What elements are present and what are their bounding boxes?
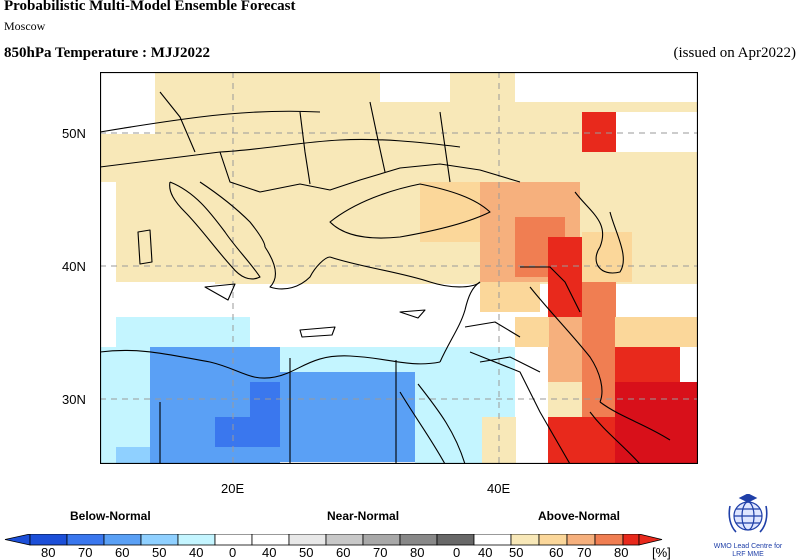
tick-units: [%] [652,545,671,560]
colorbar-arrow-left [4,534,31,546]
prob-cell [415,417,482,464]
tick-zero-2: 0 [453,545,461,560]
tick-above-70: 70 [577,545,592,560]
prob-cell [548,237,582,267]
tick-above-60: 60 [549,545,564,560]
colorbar-cell [29,534,68,546]
lon-label-20e: 20E [221,481,245,496]
variable-period-label: 850hPa Temperature : MJJ2022 [4,45,210,61]
wmo-caption-line2: LRF MME [732,551,764,558]
colorbar-cell [566,534,596,546]
issued-date-label: (issued on Apr2022) [673,45,797,61]
prob-cell [250,317,450,347]
tick-near-70: 70 [373,545,388,560]
legend-below-normal: Below-Normal [70,509,151,523]
lon-label-40e: 40E [487,481,511,496]
prob-cell [582,112,616,152]
tick-below-40: 40 [189,545,204,560]
colorbar-cell [66,534,105,546]
prob-cell [215,417,280,447]
lat-label-50n: 50N [62,126,86,141]
colorbar-cell [622,534,640,546]
prob-cell [615,317,698,347]
wmo-emblem-icon [728,494,768,533]
prob-cell [116,447,150,464]
prob-cell [548,417,615,464]
legend-near-normal: Near-Normal [327,509,400,523]
colorbar-cell [510,534,540,546]
colorbar-cell [325,534,364,546]
prob-cell [582,232,632,282]
map-frame [100,72,698,464]
colorbar-cell [538,534,568,546]
wmo-caption-line1: WMO Lead Centre for [713,543,783,550]
prob-cell [480,282,540,312]
prob-cell [100,282,215,317]
forecast-center: Moscow [4,19,46,33]
tick-near-60: 60 [336,545,351,560]
prob-cell [100,182,116,284]
forecast-title: Probabilistic Multi-Model Ensemble Forec… [4,0,296,14]
tick-below-70: 70 [78,545,93,560]
prob-cell [615,112,698,152]
colorbar-cell [362,534,401,546]
tick-zero-1: 0 [229,545,237,560]
tick-above-80: 80 [614,545,629,560]
tick-near-50: 50 [299,545,314,560]
colorbar-cell [473,534,512,546]
colorbar-cell [177,534,216,546]
colorbar-cell [436,534,475,546]
tick-below-50: 50 [152,545,167,560]
prob-cell [100,72,155,134]
colorbar-cell [103,534,142,546]
colorbar-cell [288,534,327,546]
colorbar-cell [251,534,290,546]
colorbar-arrow-right [638,534,663,546]
legend-above-normal: Above-Normal [538,509,621,523]
colorbar-cell [594,534,624,546]
forecast-map [100,72,698,464]
tick-above-40: 40 [478,545,493,560]
tick-above-50: 50 [509,545,524,560]
tick-below-80: 80 [41,545,56,560]
lat-label-30n: 30N [62,392,86,407]
prob-cell [615,382,698,464]
colorbar-cell [140,534,179,546]
prob-cell [548,317,582,382]
tick-near-80: 80 [410,545,425,560]
wmo-logo [728,494,768,533]
prob-cell [280,372,415,462]
prob-cell [615,347,680,382]
lat-label-40n: 40N [62,259,86,274]
colorbar-cell [214,534,253,546]
colorbar-cell [399,534,438,546]
prob-cell [100,347,116,464]
prob-cell [380,72,450,102]
legend-colorbar [4,534,663,546]
tick-near-40: 40 [262,545,277,560]
prob-cell [582,282,616,417]
prob-cell [515,317,549,347]
tick-below-60: 60 [115,545,130,560]
prob-cell [515,72,698,102]
